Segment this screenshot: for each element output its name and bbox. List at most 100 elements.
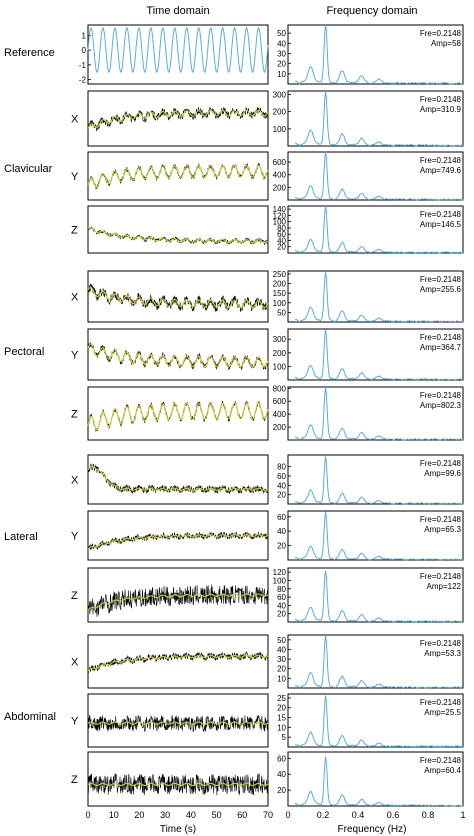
time-panel: Y (71, 510, 269, 561)
peak-amplitude-annotation: Amp=364.7 (420, 343, 462, 352)
axis-label: Z (71, 774, 78, 786)
filtered-signal (87, 721, 269, 725)
y-tick-label: 50 (277, 636, 286, 645)
peak-frequency-annotation: Fre=0.2148 (420, 156, 462, 165)
panel-frame (87, 205, 269, 254)
peak-amplitude-annotation: Amp=99.6 (424, 469, 461, 478)
x-tick-label: 0.2 (317, 810, 330, 820)
spectrum-line (294, 386, 464, 441)
y-tick-label: 80 (277, 224, 286, 233)
y-tick-label: 300 (273, 90, 287, 99)
peak-amplitude-annotation: Amp=65.3 (424, 525, 461, 534)
peak-amplitude-annotation: Amp=802.3 (420, 401, 462, 410)
spectrum-line (294, 756, 464, 807)
filtered-signal (87, 164, 269, 188)
group-label: Lateral (4, 531, 38, 543)
x-tick-label: 0 (285, 810, 290, 820)
y-tick-label: 600 (273, 158, 287, 167)
spectrum-line (294, 271, 464, 323)
y-tick-label: 30 (277, 49, 286, 58)
spectrum-line (294, 329, 464, 381)
raw-signal (87, 226, 269, 245)
panels: Reference Clavicular Pectoral Lateral Abdomi… (4, 24, 466, 820)
y-tick-label: 40 (277, 39, 286, 48)
time-panel: 1 0 -1 -2 (79, 24, 269, 85)
x-tick-label: 0.8 (422, 810, 435, 820)
panel-frame (287, 205, 464, 254)
y-tick-label: 10 (277, 70, 286, 79)
time-panel: Y (71, 693, 269, 748)
raw-signal (87, 714, 269, 733)
spectrum-line (294, 511, 464, 561)
y-tick-label: 10 (277, 674, 286, 683)
time-panel: X (71, 90, 269, 147)
raw-signal (87, 584, 269, 618)
time-panel: Z (71, 567, 269, 623)
time-panel: X (71, 634, 269, 689)
group-label: Clavicular (4, 163, 53, 175)
y-tick-label: 40 (277, 770, 286, 779)
peak-frequency-annotation: Fre=0.2148 (420, 698, 462, 707)
panel-frame (287, 24, 464, 85)
time-axis-label: Time (s) (160, 824, 196, 835)
peak-frequency-annotation: Fre=0.2148 (420, 95, 462, 104)
y-tick-label: 40 (277, 645, 286, 654)
filtered-signal (87, 466, 269, 491)
filtered-signal (87, 593, 269, 611)
peak-frequency-annotation: Fre=0.2148 (420, 572, 462, 581)
spectrum-line (294, 635, 464, 689)
axis-label: Z (71, 590, 78, 602)
filtered-signal (87, 227, 269, 244)
y-tick-label: 20 (277, 610, 286, 619)
peak-amplitude-annotation: Amp=122 (427, 582, 462, 591)
x-tick-label: 0.6 (387, 810, 400, 820)
y-tick-label: 100 (273, 218, 287, 227)
y-tick-label: -1 (79, 61, 87, 70)
y-tick-label: 40 (277, 527, 286, 536)
spectrum-line (294, 695, 464, 748)
group-label: Reference (4, 47, 55, 59)
y-tick-label: 20 (277, 665, 286, 674)
filtered-signal (87, 286, 269, 309)
peak-amplitude-annotation: Amp=53.3 (424, 649, 461, 658)
panel-frame (287, 751, 464, 807)
panel-frame (287, 510, 464, 561)
y-tick-label: 150 (273, 289, 287, 298)
axis-label: Y (71, 350, 79, 362)
axis-label: Y (71, 716, 79, 728)
filtered-signal (87, 109, 269, 129)
x-tick-label: 0.4 (352, 810, 365, 820)
y-tick-label: 100 (273, 576, 287, 585)
y-tick-label: 20 (277, 786, 286, 795)
peak-frequency-annotation: Fre=0.2148 (420, 639, 462, 648)
y-tick-label: 50 (277, 308, 286, 317)
y-tick-label: 400 (273, 171, 287, 180)
y-tick-label: 300 (273, 335, 287, 344)
y-tick-label: 1 (82, 31, 87, 40)
x-tick-label: 1 (460, 810, 465, 820)
group-label: Pectoral (4, 346, 44, 358)
y-tick-label: -2 (79, 76, 87, 85)
filtered-signal (87, 402, 269, 431)
peak-frequency-annotation: Fre=0.2148 (420, 756, 462, 765)
axis-label: Z (71, 225, 78, 237)
time-domain-header: Time domain (146, 5, 209, 17)
spectrum-line (294, 24, 464, 85)
peak-amplitude-annotation: Amp=60.4 (424, 766, 461, 775)
y-tick-label: 40 (277, 601, 286, 610)
panel-frame (287, 270, 464, 323)
time-panel: Z (71, 386, 269, 441)
y-tick-label: 600 (273, 397, 287, 406)
peak-frequency-annotation: Fre=0.2148 (420, 210, 462, 219)
x-tick-label: 0 (85, 810, 90, 820)
x-tick-label: 20 (134, 810, 144, 820)
x-tick-label: 30 (160, 810, 170, 820)
